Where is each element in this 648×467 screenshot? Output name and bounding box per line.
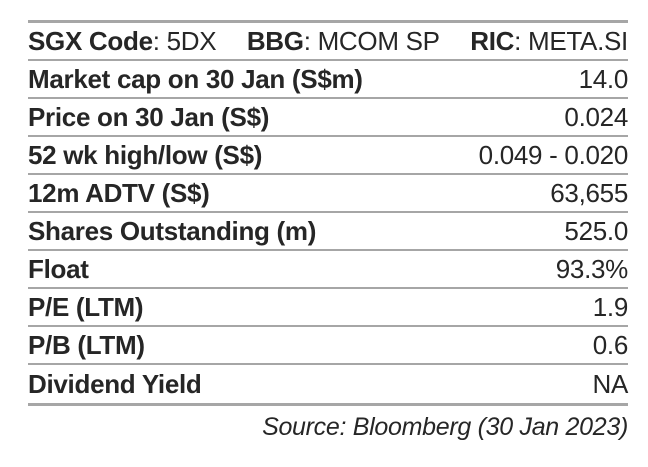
header-ric: RIC: META.SI — [470, 23, 628, 59]
row-label: 52 wk high/low (S$) — [28, 140, 263, 170]
row-value: 63,655 — [550, 178, 628, 208]
ric-value: META.SI — [528, 26, 628, 56]
sgx-code-sep: : — [152, 26, 167, 56]
table-row-52wk-high-low: 52 wk high/low (S$) 0.049 - 0.020 — [28, 137, 628, 175]
table-row-shares-outstanding: Shares Outstanding (m) 525.0 — [28, 213, 628, 251]
row-value: NA — [592, 369, 628, 399]
bbg-sep: : — [303, 26, 318, 56]
table-row-price: Price on 30 Jan (S$) 0.024 — [28, 99, 628, 137]
row-label: 12m ADTV (S$) — [28, 178, 210, 208]
stock-summary-table: SGX Code: 5DX BBG: MCOM SP RIC: META.SI … — [28, 20, 628, 406]
header-sgx-code: SGX Code: 5DX — [28, 23, 217, 59]
table-row-market-cap: Market cap on 30 Jan (S$m) 14.0 — [28, 61, 628, 99]
row-label: Shares Outstanding (m) — [28, 216, 317, 246]
row-label: Market cap on 30 Jan (S$m) — [28, 64, 363, 94]
row-value: 525.0 — [564, 216, 628, 246]
row-value: 1.9 — [592, 292, 629, 322]
sgx-code-label: SGX Code — [28, 26, 153, 56]
ric-sep: : — [514, 26, 528, 56]
table-row-float: Float 93.3% — [28, 251, 628, 289]
row-value: 14.0 — [578, 64, 629, 94]
table-header-row: SGX Code: 5DX BBG: MCOM SP RIC: META.SI — [28, 23, 628, 61]
row-value: 93.3% — [555, 254, 629, 284]
row-value: 0.6 — [592, 330, 629, 360]
table-row-adtv: 12m ADTV (S$) 63,655 — [28, 175, 628, 213]
stock-summary-card: SGX Code: 5DX BBG: MCOM SP RIC: META.SI … — [28, 20, 628, 443]
row-label: Float — [28, 254, 89, 284]
ric-label: RIC — [470, 26, 515, 56]
row-value: 0.049 - 0.020 — [478, 140, 629, 170]
row-label: Dividend Yield — [28, 369, 202, 399]
table-row-pb-ltm: P/B (LTM) 0.6 — [28, 327, 628, 365]
header-bbg: BBG: MCOM SP — [247, 23, 440, 59]
row-label: P/E (LTM) — [28, 292, 144, 322]
row-label: P/B (LTM) — [28, 330, 145, 360]
sgx-code-value: 5DX — [166, 26, 217, 56]
table-row-dividend-yield: Dividend Yield NA — [28, 365, 628, 403]
source-attribution: Source: Bloomberg (30 Jan 2023) — [262, 413, 628, 441]
table-row-pe-ltm: P/E (LTM) 1.9 — [28, 289, 628, 327]
bbg-label: BBG — [246, 26, 304, 56]
row-label: Price on 30 Jan (S$) — [28, 102, 270, 132]
bbg-value: MCOM SP — [317, 26, 440, 56]
row-value: 0.024 — [564, 102, 628, 132]
